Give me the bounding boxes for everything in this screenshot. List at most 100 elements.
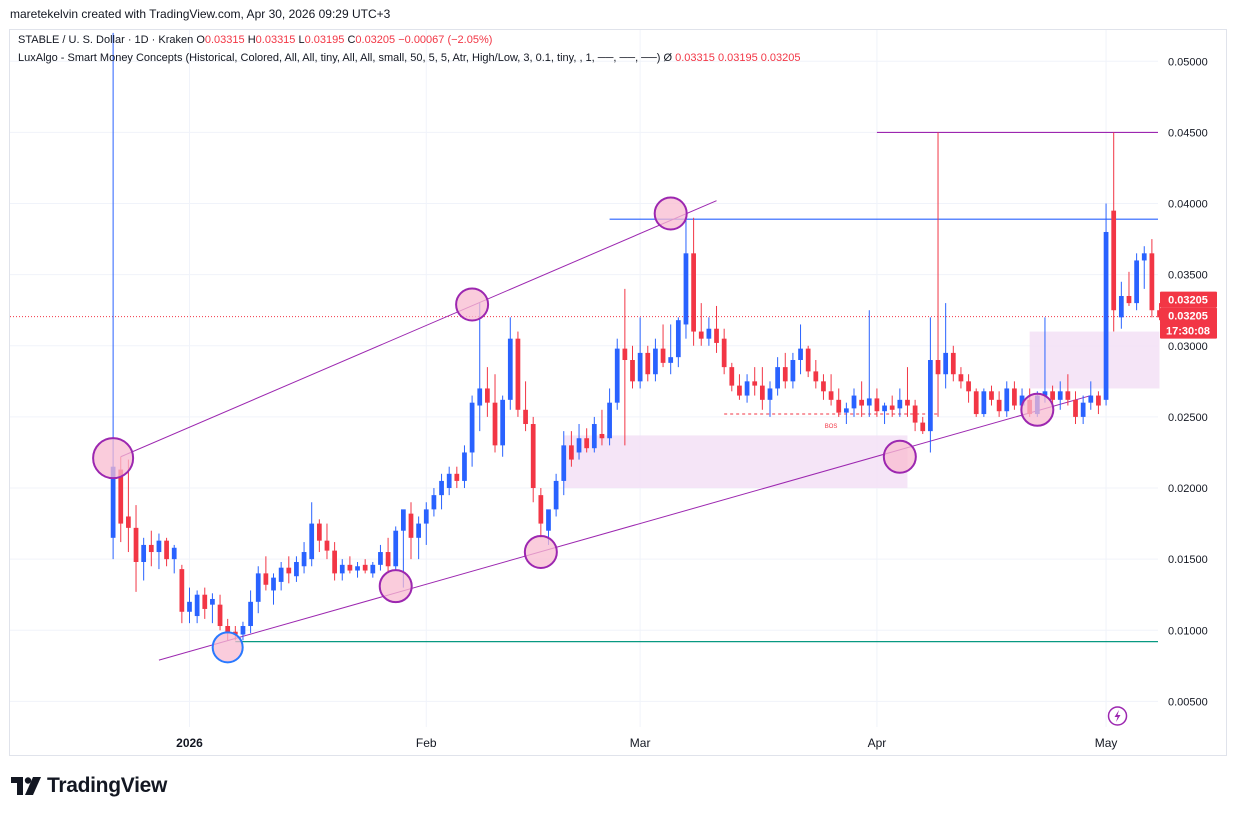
x-tick-label: May <box>1095 736 1118 750</box>
indicator-legend[interactable]: LuxAlgo - Smart Money Concepts (Historic… <box>18 52 801 64</box>
price-badge-label-0: 0.03205 <box>1168 295 1208 307</box>
candle-body <box>339 564 345 574</box>
candle <box>698 303 704 346</box>
candle-body <box>668 357 674 363</box>
candle <box>507 317 513 410</box>
tradingview-brand[interactable]: TradingView <box>11 774 167 798</box>
candle-body <box>683 253 689 325</box>
candle-body <box>866 398 872 406</box>
y-tick-label: 0.03000 <box>1168 341 1208 353</box>
candle-body <box>232 631 238 635</box>
candle <box>1050 385 1055 406</box>
candle-body <box>851 395 857 409</box>
candle-body <box>1080 402 1086 417</box>
price-badge-label-2: 17:30:08 <box>1166 326 1210 338</box>
candle <box>966 374 971 403</box>
candle-body <box>989 391 994 400</box>
candle <box>775 357 780 396</box>
candle-body <box>630 360 635 382</box>
candle-body <box>1050 391 1055 400</box>
candle <box>446 466 452 496</box>
candle-body <box>767 388 773 400</box>
candle-body <box>614 348 620 403</box>
ohlc-open-label: O <box>196 34 205 46</box>
price-badge-2 <box>1160 322 1217 339</box>
candle <box>622 288 628 446</box>
candle-body <box>179 569 185 612</box>
candle-body <box>118 469 124 524</box>
candle-body <box>309 523 315 560</box>
candle <box>393 526 399 571</box>
candle <box>843 402 849 425</box>
candle-body <box>255 573 261 602</box>
indicator-values: 0.03315 0.03195 0.03205 <box>675 52 801 64</box>
candle <box>553 473 559 517</box>
candle <box>362 559 368 574</box>
candle-body <box>897 399 903 409</box>
candle <box>202 587 208 619</box>
y-tick-label: 0.02500 <box>1168 412 1208 424</box>
candle-body <box>362 564 368 571</box>
candle <box>675 317 681 368</box>
brand-name: TradingView <box>47 774 168 797</box>
candle-body <box>1057 391 1063 400</box>
candle <box>454 466 460 489</box>
ohlc-high-label: H <box>247 34 256 46</box>
candle-body <box>912 405 918 423</box>
candle-body <box>446 473 452 489</box>
candle-body <box>859 399 865 406</box>
candle-body <box>958 374 964 382</box>
candle <box>851 388 857 417</box>
symbol-name[interactable]: STABLE / U. S. Dollar · 1D · Kraken <box>18 34 194 46</box>
candle <box>950 345 956 382</box>
indicator-name[interactable]: LuxAlgo - Smart Money Concepts (Historic… <box>18 52 661 64</box>
symbol-legend[interactable]: STABLE / U. S. Dollar · 1D · Kraken O0.0… <box>18 34 492 46</box>
candle <box>782 352 788 389</box>
candle <box>530 416 536 503</box>
candle <box>286 556 292 584</box>
candle <box>294 556 299 582</box>
y-tick-label: 0.04000 <box>1168 199 1208 211</box>
candle <box>1149 239 1155 318</box>
candle-body <box>905 399 910 406</box>
candle-body <box>263 573 269 585</box>
candle <box>248 590 253 634</box>
candle <box>492 374 498 453</box>
candle-body <box>378 552 383 565</box>
candle-body <box>187 601 192 612</box>
candle-body <box>996 399 1002 412</box>
candle <box>1042 317 1048 403</box>
candle-body <box>408 513 414 538</box>
candle-body <box>385 552 391 567</box>
candle <box>767 381 773 417</box>
candle-body <box>981 391 987 415</box>
lower-channel <box>158 395 1091 661</box>
candle <box>1057 381 1063 410</box>
candle-body <box>889 405 895 410</box>
y-tick-label: 0.04500 <box>1168 127 1208 139</box>
candle-body <box>210 598 215 605</box>
candle <box>874 388 880 417</box>
candle <box>981 388 987 417</box>
pivot-circle <box>1020 392 1055 427</box>
candle <box>821 374 826 400</box>
candle <box>614 338 620 410</box>
candle-body <box>431 495 437 510</box>
candle-body <box>278 567 284 582</box>
candle <box>179 564 185 624</box>
candle <box>339 559 345 581</box>
price-chart[interactable]: 0.05000 0.04500 0.04000 0.03500 0.03000 0.025… <box>0 0 1237 760</box>
candle <box>1141 246 1147 289</box>
candle <box>798 324 803 375</box>
candle <box>653 338 658 382</box>
candle-body <box>653 348 658 375</box>
candle-body <box>1149 253 1155 311</box>
candle-body <box>675 320 681 358</box>
candle <box>347 556 353 574</box>
candle-body <box>507 338 513 400</box>
candle <box>1103 203 1109 406</box>
candle <box>714 305 719 353</box>
price-change: −0.00067 (−2.05%) <box>398 34 493 46</box>
y-tick-label: 0.02000 <box>1168 483 1208 495</box>
candle-body <box>775 367 780 389</box>
